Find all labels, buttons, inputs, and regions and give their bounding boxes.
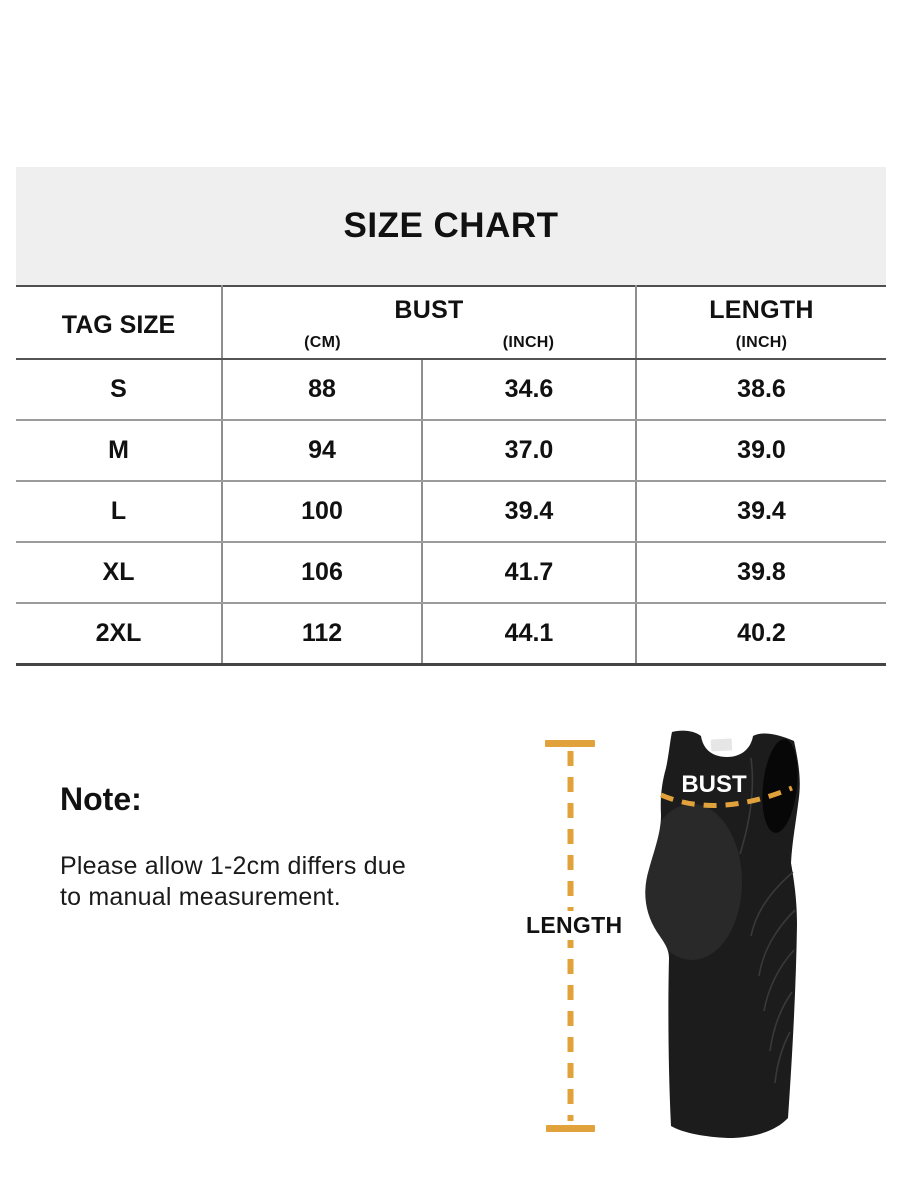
cell-length-inch: 39.0	[636, 420, 887, 482]
size-table: TAG SIZE BUST LENGTH (CM) (INCH) (INCH) …	[16, 285, 887, 666]
cell-bust-inch: 37.0	[422, 420, 638, 482]
armhole-opening	[762, 739, 798, 833]
unit-header-bust-cm: (CM)	[222, 328, 422, 360]
bust-measure-line-icon	[660, 785, 793, 808]
table-row-m: M 94 37.0 39.0	[16, 420, 887, 482]
cell-tag: S	[16, 359, 223, 421]
cell-tag: L	[16, 481, 223, 543]
cell-bust-cm: 112	[222, 603, 423, 664]
length-measure-top-cap	[545, 740, 595, 747]
note-line-2: to manual measurement.	[60, 883, 341, 911]
cell-bust-cm: 94	[222, 420, 423, 482]
cell-bust-cm: 106	[222, 542, 423, 604]
length-label: LENGTH	[521, 911, 628, 940]
cell-length-inch: 38.6	[636, 359, 887, 421]
size-table-container: TAG SIZE BUST LENGTH (CM) (INCH) (INCH) …	[16, 285, 887, 666]
cell-bust-inch: 41.7	[422, 542, 638, 604]
cell-bust-cm: 100	[222, 481, 423, 543]
cell-length-inch: 39.8	[636, 542, 887, 604]
page-title: SIZE CHART	[343, 206, 559, 245]
table-row-2xl: 2XL 112 44.1 40.2	[16, 603, 886, 664]
bust-label: BUST	[681, 771, 747, 798]
cell-tag: 2XL	[16, 603, 223, 664]
cell-bust-inch: 39.4	[422, 481, 638, 543]
table-row-xl: XL 106 41.7 39.8	[16, 542, 887, 604]
dress-illustration: BUST	[545, 730, 800, 1138]
column-header-length: LENGTH	[709, 296, 814, 324]
table-row-l: L 100 39.4 39.4	[16, 481, 887, 543]
note-line-1: Please allow 1-2cm differs due	[60, 852, 406, 880]
length-measure-bottom-cap	[546, 1125, 595, 1132]
cell-bust-cm: 88	[222, 359, 423, 421]
cell-length-inch: 39.4	[636, 481, 887, 543]
cell-tag: M	[16, 420, 223, 482]
cell-tag: XL	[16, 542, 223, 604]
table-row-s: S 88 34.6 38.6	[16, 359, 887, 421]
cell-length-inch: 40.2	[737, 618, 786, 647]
size-chart-banner: SIZE CHART	[16, 167, 886, 285]
unit-header-bust-inch: (INCH)	[422, 328, 638, 360]
dress-body	[645, 730, 800, 1138]
note-heading: Note:	[60, 781, 142, 817]
ruching-folds	[739, 757, 796, 1084]
unit-header-length-inch: (INCH)	[636, 328, 887, 360]
belly-shading	[642, 804, 742, 960]
cell-bust-inch: 44.1	[422, 603, 638, 664]
cell-bust-inch: 34.6	[422, 359, 638, 421]
column-header-bust: BUST	[222, 286, 638, 328]
neck-tag	[710, 738, 733, 752]
column-header-tag-size: TAG SIZE	[16, 286, 223, 360]
note-text: Please allow 1-2cm differs due to manual…	[60, 851, 406, 913]
